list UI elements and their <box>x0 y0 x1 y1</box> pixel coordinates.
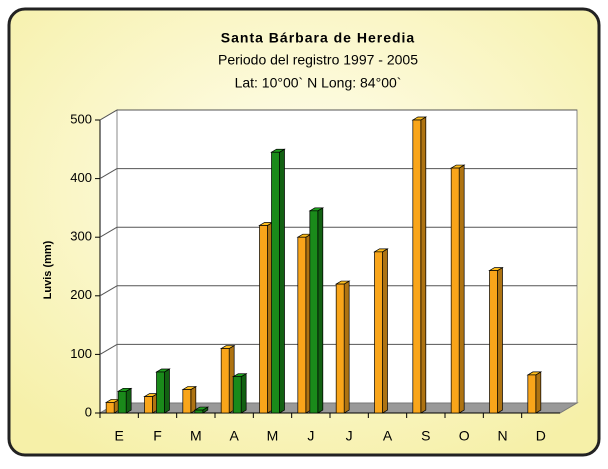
bar-side <box>458 164 465 414</box>
y-tick-label: 100 <box>70 346 92 361</box>
bar-side <box>164 368 170 414</box>
bar <box>220 348 230 414</box>
x-tick-label: J <box>307 428 314 444</box>
chart-subtitle: Lat: 10°00` N Long: 84°00` <box>235 75 402 91</box>
bar <box>182 389 192 414</box>
x-tick-label: N <box>497 428 507 444</box>
x-tick-label: D <box>536 428 546 444</box>
x-tick-label: M <box>190 428 202 444</box>
grid-line <box>99 109 118 121</box>
grid-line <box>99 168 118 180</box>
x-tick-label: E <box>114 428 123 444</box>
grid-line <box>99 285 118 297</box>
chart-subtitle: Periodo del registro 1997 - 2005 <box>218 52 418 68</box>
y-tick-label: 400 <box>70 170 92 185</box>
bar-side <box>317 207 324 414</box>
bar <box>374 251 383 414</box>
bar-side <box>279 148 285 414</box>
bar-side <box>190 385 197 414</box>
bar-side <box>420 116 427 414</box>
bar-side <box>497 266 503 414</box>
x-tick-label: F <box>153 428 162 444</box>
bar-side <box>125 387 132 414</box>
y-tick-label: 500 <box>70 111 92 126</box>
y-tick-label: 300 <box>70 229 92 244</box>
x-tick-label: S <box>421 428 430 444</box>
bar <box>309 210 319 414</box>
bar <box>489 270 498 414</box>
grid-line <box>99 226 118 238</box>
bar <box>412 119 422 414</box>
bar-side <box>535 371 542 414</box>
bar-side <box>382 248 388 414</box>
x-tick-label: A <box>229 428 239 444</box>
bar <box>156 371 165 414</box>
bar <box>271 151 280 414</box>
bar <box>144 396 153 414</box>
bar <box>450 167 460 414</box>
x-tick-label: M <box>267 428 279 444</box>
side-wall <box>99 109 118 414</box>
bar-side <box>343 280 350 414</box>
x-tick-label: A <box>383 428 393 444</box>
y-tick-label: 0 <box>85 404 92 419</box>
bar <box>297 236 307 414</box>
bar-side <box>240 373 247 414</box>
x-tick-label: J <box>346 428 353 444</box>
bar <box>105 402 115 414</box>
bar <box>335 283 345 414</box>
bar <box>117 390 127 414</box>
grid-line <box>99 343 118 355</box>
bar <box>232 376 242 414</box>
x-tick-label: O <box>459 428 470 444</box>
y-tick-label: 200 <box>70 287 92 302</box>
y-axis-label: Luvis (mm) <box>42 240 54 299</box>
bar <box>259 225 268 414</box>
bar <box>527 374 537 414</box>
chart-title: Santa Bárbara de Heredia <box>221 30 415 46</box>
bar <box>194 409 204 414</box>
